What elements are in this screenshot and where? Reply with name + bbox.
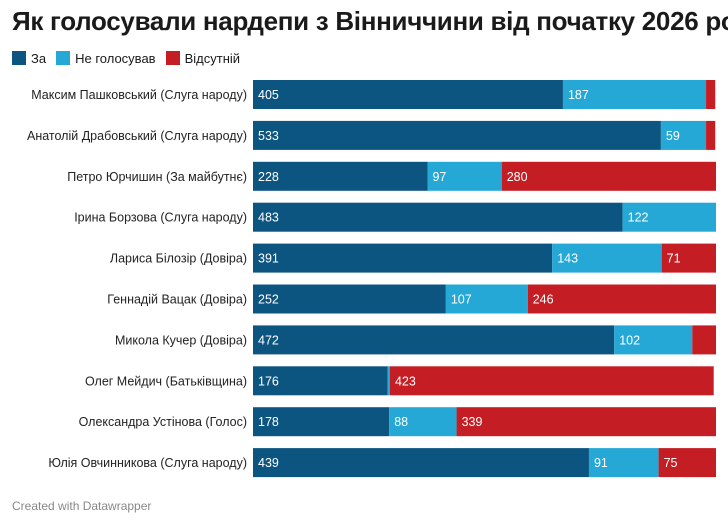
bar-segment-ne-holosuvav [622, 202, 716, 232]
legend-label-ne-holosuvav: Не голосував [75, 50, 156, 66]
bar-segment-vidsutnii [706, 120, 716, 150]
data-label: 339 [462, 415, 483, 429]
category-label: Юлія Овчинникова (Слуга народу) [48, 456, 247, 470]
legend-swatch-za [12, 51, 26, 65]
bar-segment-vidsutnii [706, 80, 716, 109]
bar-segment-za [253, 366, 388, 396]
bar-segment-vidsutnii [501, 161, 716, 191]
category-label: Микола Кучер (Довіра) [115, 333, 247, 347]
data-label: 97 [432, 170, 446, 184]
bar-segment-ne-holosuvav [562, 80, 707, 109]
category-label: Анатолій Драбовський (Слуга народу) [27, 129, 247, 143]
bar-segment-za [253, 448, 589, 478]
data-label: 246 [533, 293, 554, 307]
bar-segment-ne-holosuvav [427, 161, 502, 191]
data-label: 75 [664, 456, 678, 470]
data-label: 405 [258, 88, 279, 102]
bar-segment-za [253, 407, 390, 437]
data-label: 228 [258, 170, 279, 184]
bar-segment-za [253, 243, 553, 273]
data-label: 483 [258, 211, 279, 225]
data-label: 252 [258, 293, 279, 307]
bar-segment-vidsutnii [456, 407, 716, 437]
data-label: 59 [666, 129, 680, 143]
chart-legend: За Не голосував Відсутній [12, 50, 250, 66]
category-label: Лариса Білозір (Довіра) [110, 252, 247, 266]
bar-segment-za [253, 202, 623, 232]
legend-swatch-ne-holosuvav [56, 51, 71, 65]
data-label: 122 [628, 211, 649, 225]
chart-title: Як голосували нардепи з Вінниччини від п… [12, 6, 728, 36]
data-label: 391 [258, 252, 279, 266]
data-label: 102 [619, 333, 640, 347]
data-label: 472 [258, 333, 279, 347]
bar-row: Геннадій Вацак (Довіра) 252 107 246 [107, 284, 716, 314]
bar-row: Максим Пашковський (Слуга народу) 405 187 [31, 80, 716, 109]
legend-item-vidsutnii: Відсутній [165, 50, 241, 66]
legend-label-vidsutnii: Відсутній [184, 50, 241, 66]
bar-segment-ne-holosuvav [389, 407, 457, 437]
bar-segment-vidsutnii [692, 325, 716, 355]
bar-row: Лариса Білозір (Довіра) 391 143 71 [110, 243, 716, 273]
bar-segment-ne-holosuvav [387, 366, 390, 396]
data-label: 71 [667, 252, 681, 266]
legend-label-za: За [31, 50, 47, 66]
bar-segment-za [253, 120, 661, 150]
bar-segment-ne-holosuvav [614, 325, 693, 355]
data-label: 176 [258, 374, 279, 388]
data-label: 533 [258, 129, 279, 143]
data-label: 423 [395, 374, 416, 388]
bar-segment-vidsutnii [389, 366, 714, 396]
bar-row: Ірина Борзова (Слуга народу) 483 122 [74, 202, 716, 232]
bar-segment-za [253, 284, 446, 314]
bar-segment-ne-holosuvav [660, 120, 707, 150]
category-label: Петро Юрчишин (За майбутнє) [67, 170, 247, 184]
data-label: 88 [394, 415, 408, 429]
bar-segment-ne-holosuvav [552, 243, 662, 273]
data-label: 178 [258, 415, 279, 429]
bar-segment-za [253, 80, 563, 109]
category-label: Максим Пашковський (Слуга народу) [31, 88, 247, 102]
data-label: 107 [451, 293, 472, 307]
legend-item-ne-holosuvav: Не голосував [56, 51, 156, 66]
bar-row: Юлія Овчинникова (Слуга народу) 439 91 75 [48, 448, 716, 478]
bar-segment-ne-holosuvav [588, 448, 659, 478]
bar-row: Олег Мейдич (Батьківщина) 176 423 [85, 366, 714, 396]
bar-segment-za [253, 325, 615, 355]
footer-credit: Created with Datawrapper [12, 499, 152, 513]
legend-swatch-vidsutnii [165, 51, 180, 65]
category-label: Олександра Устінова (Голос) [79, 415, 247, 429]
bar-row: Анатолій Драбовський (Слуга народу) 533 59 [27, 120, 716, 150]
legend-item-za: За [12, 51, 46, 66]
data-label: 187 [568, 88, 589, 102]
data-label: 143 [557, 252, 578, 266]
category-label: Ірина Борзова (Слуга народу) [74, 211, 247, 225]
bar-segment-ne-holosuvav [445, 284, 528, 314]
bar-row: Микола Кучер (Довіра) 472 102 [115, 325, 716, 355]
bar-segment-vidsutnii [527, 284, 716, 314]
data-label: 91 [594, 456, 608, 470]
bar-segment-za [253, 161, 428, 191]
data-label: 280 [507, 170, 528, 184]
bar-segment-vidsutnii [661, 243, 716, 273]
bar-row: Петро Юрчишин (За майбутнє) 228 97 280 [67, 161, 716, 191]
bar-segment-vidsutnii [658, 448, 716, 478]
bar-row: Олександра Устінова (Голос) 178 88 339 [79, 407, 716, 437]
data-label: 439 [258, 456, 279, 470]
category-label: Олег Мейдич (Батьківщина) [85, 374, 247, 388]
category-label: Геннадій Вацак (Довіра) [107, 293, 247, 307]
